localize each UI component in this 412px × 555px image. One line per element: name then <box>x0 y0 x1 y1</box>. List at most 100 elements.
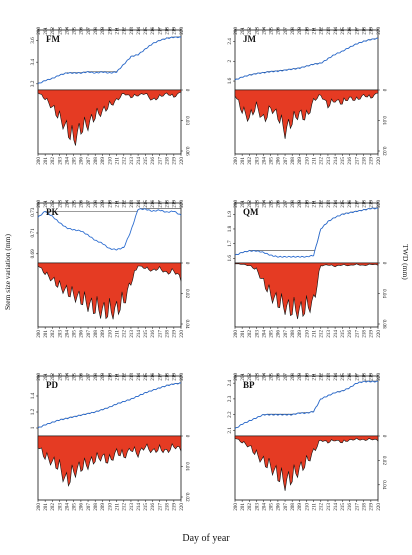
bottom-tick-label: 210 <box>304 330 310 338</box>
bottom-tick-label: 206 <box>79 330 85 338</box>
bottom-tick-label: 215 <box>340 330 346 338</box>
bottom-tick-label: 203 <box>254 330 260 338</box>
twd-ytick-label: 0.01 <box>381 116 387 125</box>
top-tick-label: 211 <box>311 373 317 381</box>
top-tick-label: 213 <box>326 27 332 35</box>
ssv-reference-line <box>37 208 181 218</box>
top-tick-label: 208 <box>290 373 296 381</box>
top-tick-label: 218 <box>165 27 171 35</box>
top-tick-label: 203 <box>57 373 63 381</box>
top-tick-label: 208 <box>290 27 296 35</box>
top-tick-label: 212 <box>319 27 325 35</box>
bottom-tick-label: 219 <box>369 503 375 511</box>
top-tick-label: 216 <box>150 200 156 208</box>
top-tick-label: 220 <box>376 27 382 35</box>
top-tick-label: 206 <box>276 373 282 381</box>
top-tick-label: 202 <box>50 27 56 35</box>
bottom-tick-label: 203 <box>254 157 260 165</box>
top-tick-label: 212 <box>122 373 128 381</box>
top-tick-label: 216 <box>347 200 353 208</box>
top-tick-label: 215 <box>143 200 149 208</box>
bottom-tick-label: 215 <box>143 503 149 511</box>
top-tick-label: 204 <box>64 200 70 208</box>
twd-ytick-label: 0 <box>184 435 190 438</box>
twd-ytick-label: 0.08 <box>381 319 387 328</box>
bottom-tick-label: 219 <box>172 157 178 165</box>
bottom-tick-label: 207 <box>283 330 289 338</box>
top-tick-label: 218 <box>165 373 171 381</box>
bottom-tick-label: 208 <box>93 157 99 165</box>
top-tick-label: 216 <box>347 27 353 35</box>
bottom-tick-label: 212 <box>122 330 128 338</box>
panel-pd: 200 201 202 203 204 205 206 207 208 209 210 211 212 2… <box>30 373 190 511</box>
bottom-tick-label: 200 <box>36 330 42 338</box>
twd-ytick-label: 0.02 <box>184 492 190 501</box>
bottom-tick-label: 208 <box>93 330 99 338</box>
top-tick-label: 210 <box>107 200 113 208</box>
top-tick-label: 220 <box>179 27 185 35</box>
top-tick-label: 217 <box>354 373 360 381</box>
bottom-tick-label: 200 <box>36 157 42 165</box>
bottom-tick-label: 220 <box>376 503 382 511</box>
bottom-tick-label: 211 <box>114 503 120 511</box>
top-tick-label: 205 <box>269 373 275 381</box>
bottom-tick-label: 200 <box>36 503 42 511</box>
top-tick-label: 217 <box>157 373 163 381</box>
bottom-tick-label: 211 <box>311 157 317 165</box>
ssv-reference-line <box>234 380 378 430</box>
panel-label: PK <box>46 207 59 217</box>
bottom-tick-label: 210 <box>304 503 310 511</box>
panel-label: BP <box>243 380 255 390</box>
bottom-tick-label: 216 <box>347 157 353 165</box>
top-tick-label: 220 <box>179 373 185 381</box>
ssv-ytick-label: 1.2 <box>30 408 36 415</box>
bottom-tick-label: 205 <box>269 157 275 165</box>
bottom-tick-label: 201 <box>43 503 49 511</box>
top-tick-label: 206 <box>79 373 85 381</box>
ssv-ytick-label: 1.4 <box>30 392 36 399</box>
bottom-tick-label: 205 <box>269 503 275 511</box>
ssv-series-line <box>234 207 379 258</box>
ssv-ytick-label: 1 <box>30 426 36 429</box>
top-tick-label: 219 <box>172 27 178 35</box>
bottom-tick-label: 204 <box>64 157 70 165</box>
bottom-tick-label: 218 <box>165 330 171 338</box>
top-tick-label: 219 <box>172 200 178 208</box>
bottom-tick-label: 216 <box>347 503 353 511</box>
bottom-tick-label: 214 <box>136 330 142 338</box>
top-tick-label: 202 <box>247 200 253 208</box>
panel-bp: 200 201 202 203 204 205 206 207 208 209 210 211 212 2… <box>227 373 387 511</box>
twd-ytick-label: 0 <box>184 89 190 92</box>
top-tick-label: 219 <box>172 373 178 381</box>
bottom-tick-label: 211 <box>311 330 317 338</box>
bottom-tick-label: 215 <box>340 503 346 511</box>
bottom-tick-label: 200 <box>233 330 239 338</box>
top-tick-label: 204 <box>64 373 70 381</box>
ssv-series-line <box>37 208 182 251</box>
top-tick-label: 211 <box>114 27 120 35</box>
top-tick-label: 207 <box>86 27 92 35</box>
top-tick-label: 205 <box>72 200 78 208</box>
bottom-tick-label: 220 <box>376 157 382 165</box>
top-tick-label: 215 <box>143 373 149 381</box>
top-tick-label: 206 <box>276 200 282 208</box>
bottom-tick-label: 219 <box>172 503 178 511</box>
twd-ytick-label: 0.04 <box>184 319 190 328</box>
bottom-tick-label: 207 <box>86 330 92 338</box>
bottom-tick-label: 218 <box>165 503 171 511</box>
ssv-ytick-label: 2.4 <box>227 380 233 387</box>
bottom-tick-label: 204 <box>261 330 267 338</box>
bottom-tick-label: 202 <box>50 157 56 165</box>
bottom-tick-label: 209 <box>100 330 106 338</box>
bottom-tick-label: 203 <box>57 157 63 165</box>
ssv-reference-line <box>37 382 181 429</box>
top-tick-label: 209 <box>100 373 106 381</box>
bottom-tick-label: 206 <box>276 503 282 511</box>
bottom-tick-label: 212 <box>319 503 325 511</box>
top-tick-label: 205 <box>72 373 78 381</box>
bottom-tick-label: 218 <box>362 330 368 338</box>
ssv-ytick-label: 1.6 <box>227 77 233 84</box>
bottom-tick-label: 202 <box>50 330 56 338</box>
bottom-tick-label: 203 <box>57 503 63 511</box>
top-tick-label: 209 <box>297 200 303 208</box>
